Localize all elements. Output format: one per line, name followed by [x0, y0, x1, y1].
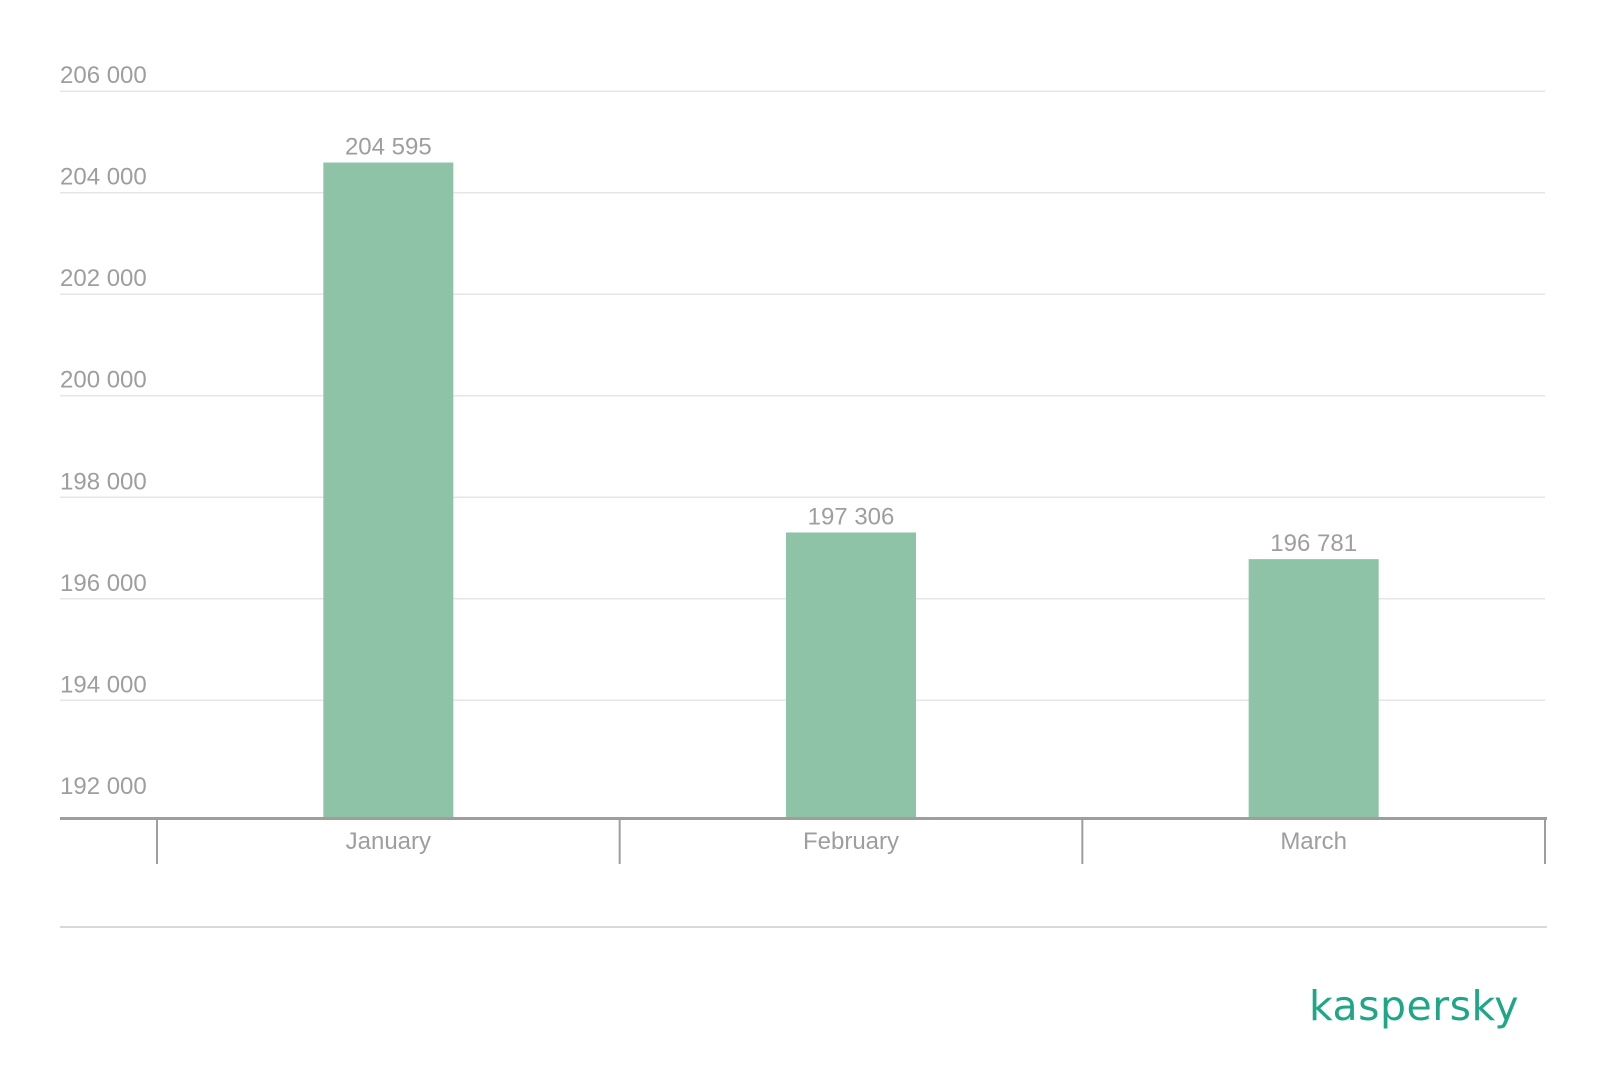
- y-tick-label: 206 000: [60, 62, 147, 89]
- y-tick-label: 192 000: [60, 773, 147, 800]
- y-tick-label: 204 000: [60, 164, 147, 191]
- bar: [1248, 559, 1379, 817]
- y-tick-label: 198 000: [60, 468, 147, 495]
- y-axis-tick-labels: 192 000 194 000 196 000 198 000 200 000 202 0…: [60, 62, 147, 800]
- y-tick-label: 196 000: [60, 570, 147, 597]
- data-label: 204 595: [345, 134, 432, 161]
- bar: [323, 162, 454, 817]
- bar: [786, 532, 916, 817]
- x-axis: January February March: [60, 817, 1547, 864]
- bars: [323, 162, 1379, 817]
- y-tick-label: 200 000: [60, 367, 147, 394]
- x-tick-label: January: [346, 828, 431, 855]
- y-tick-label: 202 000: [60, 265, 147, 292]
- x-tick-label: March: [1280, 828, 1347, 855]
- x-tick-label: February: [803, 828, 899, 855]
- gridlines: [60, 90, 1545, 702]
- data-label: 197 306: [808, 503, 895, 530]
- kaspersky-logo: kaspersky: [1309, 982, 1520, 1030]
- y-tick-label: 194 000: [60, 671, 147, 698]
- data-label: 196 781: [1270, 530, 1357, 557]
- data-labels: 204 595 197 306 196 781: [345, 134, 1357, 558]
